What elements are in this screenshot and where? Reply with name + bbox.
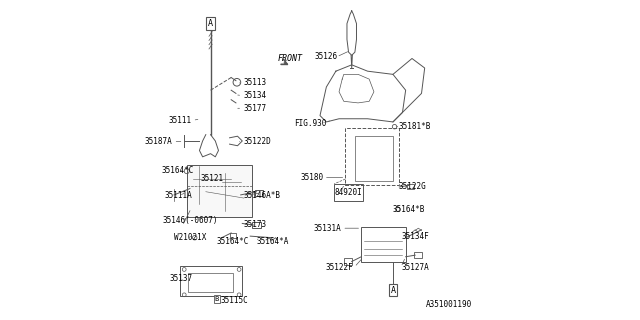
Text: 35164*A: 35164*A (257, 237, 289, 246)
Text: 35146(-0607): 35146(-0607) (163, 216, 218, 225)
Text: 35121: 35121 (200, 174, 223, 183)
Text: W21021X: W21021X (174, 233, 207, 242)
Text: 35134F: 35134F (402, 232, 429, 241)
Bar (361, 227, 406, 261)
Text: A: A (390, 285, 396, 295)
Text: 35177: 35177 (243, 104, 266, 113)
Text: FIG.930: FIG.930 (294, 119, 326, 128)
Text: 35122F: 35122F (326, 263, 353, 272)
Bar (346, 128, 399, 185)
Text: 35115C: 35115C (220, 296, 248, 305)
Text: 35122D: 35122D (243, 137, 271, 146)
Text: 35127A: 35127A (402, 263, 429, 272)
Bar (355, 136, 393, 180)
Text: 35164*C: 35164*C (161, 166, 194, 175)
Bar (230, 233, 236, 238)
Text: 35113: 35113 (243, 78, 266, 87)
Text: A351001190: A351001190 (426, 300, 472, 309)
FancyBboxPatch shape (187, 165, 252, 217)
Text: 35164*B: 35164*B (392, 205, 425, 214)
Text: 35111A: 35111A (164, 191, 192, 200)
Text: 35126: 35126 (314, 52, 337, 61)
Text: FRONT: FRONT (277, 54, 302, 63)
Bar (407, 184, 413, 188)
Text: B: B (215, 296, 219, 302)
Bar (252, 222, 261, 228)
Text: 35122G: 35122G (399, 181, 426, 190)
Bar (255, 189, 263, 196)
Text: 35111: 35111 (168, 116, 191, 125)
Text: 35173: 35173 (243, 220, 266, 228)
Text: 35137: 35137 (170, 274, 193, 283)
Bar (180, 266, 243, 296)
Bar (334, 184, 363, 201)
Text: 35181*B: 35181*B (399, 122, 431, 131)
Text: 35180: 35180 (300, 173, 323, 182)
Text: 35131A: 35131A (314, 224, 342, 233)
Bar (344, 258, 352, 265)
Text: 84920I: 84920I (334, 188, 362, 197)
Text: 35164*C: 35164*C (217, 237, 249, 246)
Text: 35146A*B: 35146A*B (243, 191, 280, 200)
Bar (413, 252, 422, 258)
Text: A: A (208, 19, 213, 28)
Text: 35134: 35134 (243, 91, 266, 100)
Text: 35187A: 35187A (145, 137, 173, 146)
Bar (188, 273, 233, 292)
